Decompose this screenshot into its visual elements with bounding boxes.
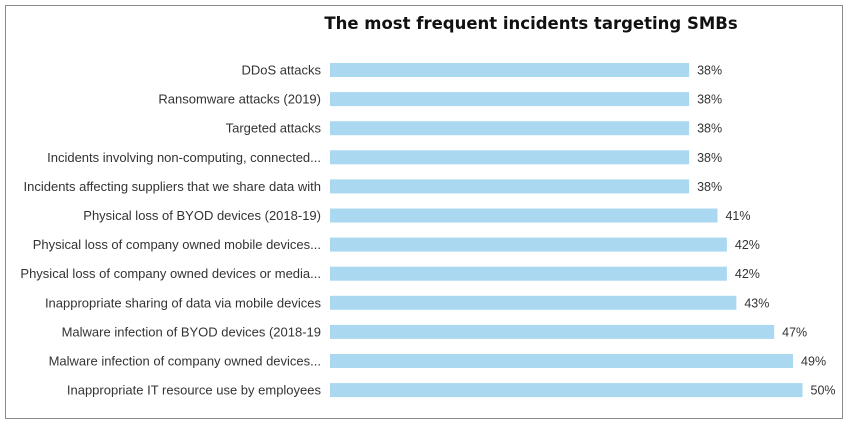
bar-10 (330, 324, 775, 339)
bar-2 (330, 92, 690, 107)
value-label: 38% (697, 64, 722, 78)
category-label: Inappropriate sharing of data via mobile… (45, 295, 322, 310)
value-label: 47% (782, 325, 807, 339)
bar-11 (330, 354, 794, 368)
bar-4 (330, 150, 690, 165)
value-label: 41% (725, 209, 750, 223)
bar-3 (330, 121, 690, 136)
category-label: Physical loss of company owned mobile de… (33, 237, 321, 252)
bar-5 (330, 179, 690, 194)
bar-9 (330, 295, 737, 310)
chart-title: The most frequent incidents targeting SM… (324, 14, 738, 33)
category-label: Targeted attacks (226, 121, 322, 136)
value-label: 42% (735, 238, 760, 252)
bar-7 (330, 237, 727, 252)
value-label: 38% (697, 180, 722, 194)
category-label: Physical loss of BYOD devices (2018-19) (83, 208, 321, 223)
category-label: Ransomware attacks (2019) (158, 92, 321, 107)
category-label: Malware infection of company owned devic… (49, 354, 321, 369)
value-label: 49% (801, 355, 826, 369)
category-label: Malware infection of BYOD devices (2018-… (62, 324, 321, 339)
value-label: 43% (744, 296, 769, 310)
value-label: 42% (735, 267, 760, 281)
bar-8 (330, 266, 727, 281)
value-label: 50% (811, 384, 836, 398)
value-label: 38% (697, 151, 722, 165)
category-label: Incidents affecting suppliers that we sh… (24, 179, 322, 194)
category-label: Physical loss of company owned devices o… (20, 266, 321, 281)
category-label: DDoS attacks (242, 63, 322, 78)
category-label: Inappropriate IT resource use by employe… (67, 383, 322, 398)
value-label: 38% (697, 93, 722, 107)
bar-1 (330, 63, 690, 77)
bar-6 (330, 208, 718, 223)
category-label: Incidents involving non-computing, conne… (47, 150, 321, 165)
bar-12 (330, 383, 803, 398)
value-label: 38% (697, 122, 722, 136)
